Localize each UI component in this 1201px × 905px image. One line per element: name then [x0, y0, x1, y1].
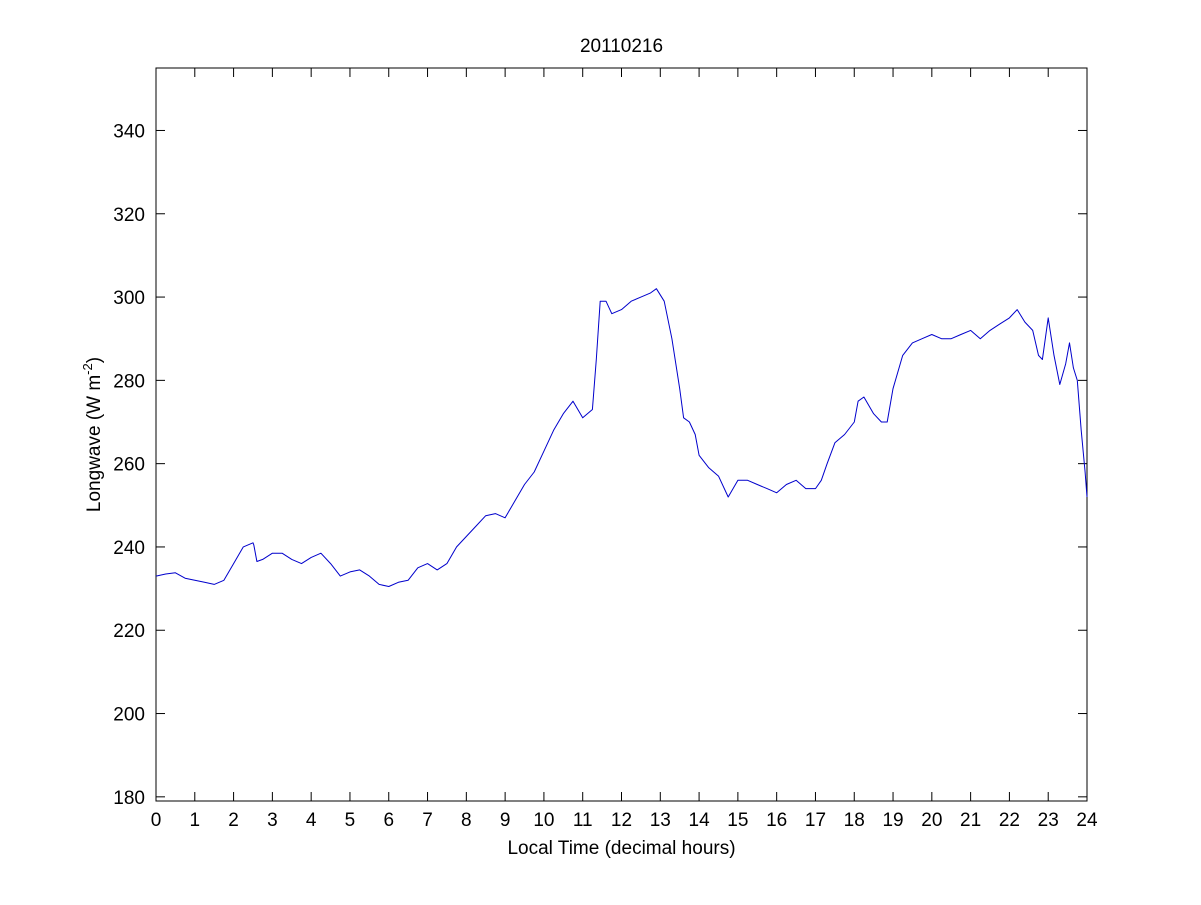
plot-area	[155, 67, 1088, 802]
x-tick-label: 21	[960, 810, 981, 831]
x-tick-label: 17	[805, 810, 826, 831]
x-tick-label: 11	[573, 810, 593, 831]
x-tick-label: 20	[921, 810, 942, 831]
y-tick-label: 200	[113, 705, 145, 726]
x-tick-label: 4	[306, 810, 317, 831]
y-tick-label: 320	[113, 205, 145, 226]
x-tick-label: 7	[422, 810, 433, 831]
x-tick-label: 2	[228, 810, 239, 831]
x-tick-label: 18	[844, 810, 865, 831]
x-tick-label: 6	[383, 810, 394, 831]
x-tick-label: 10	[533, 810, 554, 831]
x-tick-label: 16	[766, 810, 787, 831]
y-tick-label: 280	[113, 371, 145, 392]
x-tick-label: 0	[151, 810, 162, 831]
y-axis-label: Longwave (W m-2)	[80, 357, 105, 512]
y-axis-ticks: 180 200 220 240 260 280 300 320 340	[113, 121, 1087, 809]
x-tick-label: 22	[999, 810, 1020, 831]
x-tick-label: 12	[611, 810, 632, 831]
x-axis-ticks: 0 1 2 3 4 5 6 7 8 9 10 11 12 13 14 15 16 17 18 19 20 21 22 23 24	[151, 68, 1098, 831]
y-tick-label: 180	[113, 788, 145, 809]
y-tick-label: 220	[113, 621, 145, 642]
x-axis-label: Local Time (decimal hours)	[507, 838, 735, 859]
chart-title: 20110216	[580, 36, 663, 57]
x-tick-label: 1	[190, 810, 201, 831]
x-tick-label: 23	[1038, 810, 1059, 831]
x-tick-label: 3	[267, 810, 278, 831]
x-tick-label: 24	[1076, 810, 1098, 831]
x-tick-label: 8	[461, 810, 472, 831]
x-tick-label: 14	[689, 810, 711, 831]
y-axis-label-superscript: -2	[80, 363, 95, 375]
x-tick-label: 9	[500, 810, 511, 831]
x-tick-label: 15	[727, 810, 748, 831]
series-line	[155, 288, 1088, 587]
x-tick-label: 5	[345, 810, 356, 831]
x-tick-label: 19	[882, 810, 903, 831]
y-axis-label-main: Longwave (W m	[84, 375, 105, 512]
y-axis-label-suffix: )	[84, 357, 105, 363]
x-tick-label: 13	[650, 810, 671, 831]
y-tick-label: 260	[113, 455, 145, 476]
y-tick-label: 240	[113, 538, 145, 559]
y-tick-label: 300	[113, 288, 145, 309]
y-tick-label: 340	[113, 121, 145, 142]
